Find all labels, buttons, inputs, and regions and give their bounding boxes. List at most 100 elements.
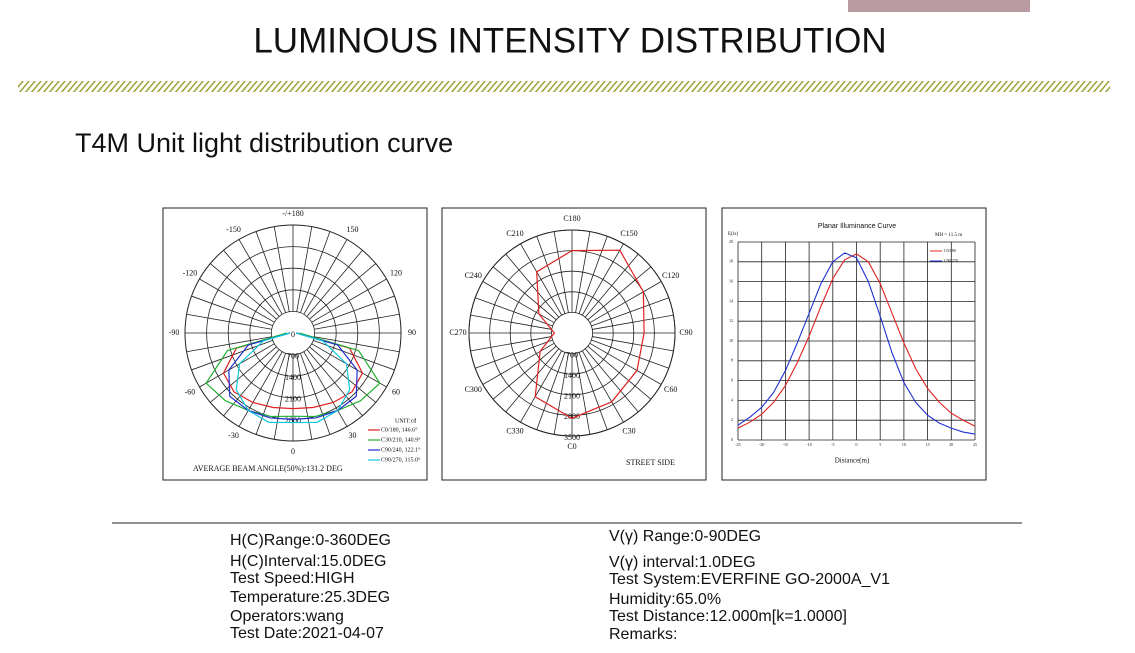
angle-label: C180 <box>563 214 580 223</box>
ring-label: 700 <box>566 350 578 359</box>
y-tick-label: 20 <box>729 239 733 244</box>
angle-label: C210 <box>506 229 523 238</box>
legend-label: C30/210, 140.9° <box>381 436 421 443</box>
angle-label: C150 <box>620 229 637 238</box>
unit-label: UNIT:cd <box>395 418 416 424</box>
intensity-curve <box>534 249 645 419</box>
intensity-curve <box>235 332 351 424</box>
y-tick-label: 12 <box>729 318 733 323</box>
beam-angle-note: AVERAGE BEAM ANGLE(50%):131.2 DEG <box>193 464 343 473</box>
angle-label: C240 <box>465 271 482 280</box>
info-line: Test System:EVERFINE GO-2000A_V1 <box>609 571 890 588</box>
intensity-curve <box>228 332 358 420</box>
ring-label: 2100 <box>285 395 301 404</box>
x-tick-label: -15 <box>783 442 788 447</box>
legend-label: C90/240, 122.1° <box>381 446 421 453</box>
ring-label: 1400 <box>285 373 301 382</box>
ring <box>551 311 594 354</box>
ring-label: 3500 <box>564 433 580 442</box>
info-line: Test Speed:HIGH <box>230 570 355 587</box>
angle-label: 90 <box>408 328 416 337</box>
legend-label: C90/270 <box>944 258 958 263</box>
angle-label: -60 <box>185 387 196 396</box>
ring <box>509 270 635 396</box>
info-line: Remarks: <box>609 626 677 643</box>
angle-label: C330 <box>506 427 523 436</box>
angle-label: -30 <box>228 431 239 440</box>
angle-label: C90 <box>679 328 692 337</box>
angle-label: 60 <box>392 387 400 396</box>
ring <box>270 310 315 355</box>
angle-label: C30 <box>622 427 635 436</box>
ring-label: 2800 <box>564 412 580 421</box>
y-tick-label: 4 <box>731 397 733 402</box>
illuminance-panel <box>721 207 987 481</box>
y-axis-label: E(lx) <box>728 232 739 237</box>
x-tick-label: 5 <box>879 442 881 447</box>
x-axis-label: Distance(m) <box>835 457 870 465</box>
x-tick-label: -20 <box>759 442 764 447</box>
info-line: V(γ) Range:0-90DEG <box>609 528 761 545</box>
chart-title: Planar Illuminance Curve <box>818 223 896 230</box>
x-tick-label: 25 <box>973 442 977 447</box>
angle-label: C60 <box>664 385 677 394</box>
info-line: Operators:wang <box>230 608 344 625</box>
x-tick-label: -25 <box>735 442 740 447</box>
y-tick-label: 10 <box>729 338 733 343</box>
x-tick-label: 10 <box>902 442 906 447</box>
y-tick-label: 0 <box>731 437 733 442</box>
illuminance-curve <box>737 252 976 435</box>
info-line: H(C)Range:0-360DEG <box>230 532 391 549</box>
x-tick-label: 20 <box>949 442 953 447</box>
ring-label: 0 <box>291 330 295 339</box>
x-tick-label: 15 <box>926 442 930 447</box>
subtitle: T4M Unit light distribution curve <box>75 128 453 158</box>
angle-label: C120 <box>662 271 679 280</box>
angle-label: -90 <box>169 328 180 337</box>
intensity-curve <box>222 332 364 410</box>
street-panel <box>441 207 707 481</box>
angle-label: 0 <box>291 447 295 456</box>
info-line: H(C)Interval:15.0DEG <box>230 553 387 570</box>
street-side-note: STREET SIDE <box>626 458 675 467</box>
legend-label: C0/180, 146.6° <box>381 426 418 433</box>
angle-label: -150 <box>226 225 241 234</box>
y-tick-label: 14 <box>729 298 733 303</box>
ring-label: 1400 <box>564 371 580 380</box>
angle-label: 120 <box>390 268 402 277</box>
info-line: Temperature:25.3DEG <box>230 589 390 606</box>
y-tick-label: 8 <box>731 358 733 363</box>
y-tick-label: 16 <box>729 279 733 284</box>
info-line: Test Date:2021-04-07 <box>230 625 384 642</box>
legend-label: C90/270, 115.0° <box>381 456 421 463</box>
y-tick-label: 6 <box>731 378 733 383</box>
illuminance-curve <box>737 253 976 429</box>
x-tick-label: 0 <box>856 442 858 447</box>
angle-label: C270 <box>449 328 466 337</box>
legend-label: C0/180 <box>944 248 956 253</box>
top-photo <box>848 0 1030 12</box>
ring-outer <box>184 224 402 442</box>
ring <box>249 289 337 377</box>
x-tick-label: -10 <box>806 442 811 447</box>
angle-label: -120 <box>183 268 198 277</box>
angle-label: C0 <box>567 442 576 451</box>
info-line: Test Distance:12.000m[k=1.0000] <box>609 608 847 625</box>
info-line: Humidity:65.0% <box>609 591 721 608</box>
mh-annotation: MH = 11.5 m <box>935 233 962 238</box>
info-line: V(γ) interval:1.0DEG <box>609 554 756 571</box>
page-title: LUMINOUS INTENSITY DISTRIBUTION <box>253 21 886 60</box>
intensity-curve <box>205 332 381 418</box>
angle-label: C300 <box>465 385 482 394</box>
y-tick-label: 2 <box>731 417 733 422</box>
x-tick-label: -5 <box>831 442 834 447</box>
y-tick-label: 18 <box>729 259 733 264</box>
ring-label: 2100 <box>564 392 580 401</box>
ring <box>530 291 614 375</box>
ring <box>468 229 676 437</box>
angle-label: 150 <box>347 225 359 234</box>
hatch-divider <box>18 81 1110 92</box>
angle-label: 30 <box>349 431 357 440</box>
ring <box>227 267 359 399</box>
